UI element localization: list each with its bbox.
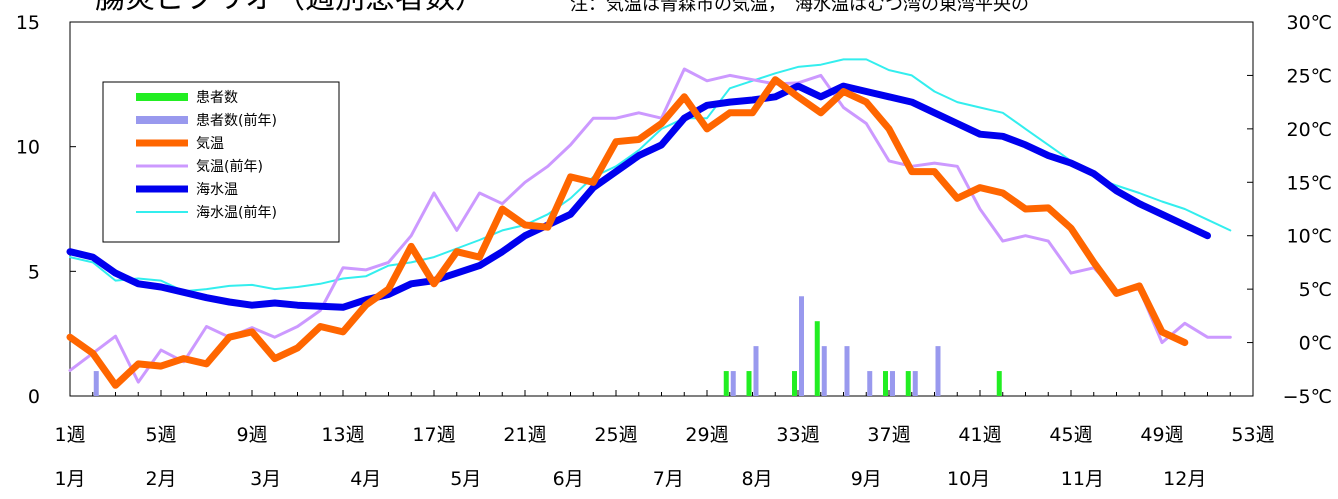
legend-label: 患者数 bbox=[196, 90, 238, 106]
y-right-tick-label: 30℃ bbox=[1286, 12, 1332, 34]
month-label: 6月 bbox=[553, 468, 584, 490]
patients-bar bbox=[746, 371, 752, 396]
x-tick-label: 9週 bbox=[236, 424, 267, 446]
month-label: 4月 bbox=[350, 468, 381, 490]
month-label: 9月 bbox=[851, 468, 882, 490]
legend-box bbox=[102, 81, 340, 243]
x-tick-label: 5週 bbox=[145, 424, 176, 446]
y-left-tick-label: 5 bbox=[28, 261, 40, 283]
x-tick-label: 53週 bbox=[1231, 424, 1274, 446]
month-label: 11月 bbox=[1061, 468, 1104, 490]
x-tick-label: 1週 bbox=[54, 424, 85, 446]
patients-bar bbox=[814, 321, 820, 396]
y-right-tick-label: 15℃ bbox=[1286, 172, 1332, 194]
x-tick-label: 17週 bbox=[412, 424, 455, 446]
month-label: 5月 bbox=[450, 468, 481, 490]
y-right-tick-label: 5℃ bbox=[1299, 279, 1332, 301]
patients-bar bbox=[723, 371, 729, 396]
legend-label: 海水温(前年) bbox=[196, 204, 277, 221]
x-tick-label: 45週 bbox=[1049, 424, 1092, 446]
month-label: 1月 bbox=[54, 468, 85, 490]
bars-layer bbox=[93, 296, 1002, 396]
patients-prev-year-bar bbox=[821, 346, 827, 396]
month-label: 8月 bbox=[742, 468, 773, 490]
x-tick-label: 13週 bbox=[321, 424, 364, 446]
y-right-tick-label: 20℃ bbox=[1286, 119, 1332, 141]
legend-label: 患者数(前年) bbox=[196, 112, 277, 129]
chart-title: 腸炎ビブリオ（週別患者数） bbox=[95, 0, 485, 16]
lines-layer bbox=[66, 58, 1232, 389]
month-label: 2月 bbox=[145, 468, 176, 490]
patients-bar bbox=[996, 371, 1002, 396]
x-tick-label: 37週 bbox=[867, 424, 910, 446]
x-tick-label: 49週 bbox=[1140, 424, 1183, 446]
patients-prev-year-bar bbox=[867, 371, 873, 396]
temperature-prev-year-line bbox=[68, 67, 1232, 384]
month-label: 10月 bbox=[947, 468, 990, 490]
legend-label: 気温 bbox=[196, 136, 224, 152]
chart-note: 注：気温は青森市の気温， 海水温はむつ湾の東湾平央の bbox=[570, 0, 1029, 15]
x-tick-label: 25週 bbox=[594, 424, 637, 446]
patients-prev-year-bar bbox=[935, 346, 941, 396]
patients-prev-year-bar bbox=[730, 371, 736, 396]
patients-bar bbox=[905, 371, 911, 396]
y-left-tick-label: 15 bbox=[16, 12, 40, 34]
patients-bar bbox=[792, 371, 797, 396]
sea-temperature-line bbox=[66, 82, 1211, 311]
y-left-tick-label: 0 bbox=[28, 386, 40, 408]
patients-bar bbox=[883, 371, 888, 396]
patients-prev-year-bar bbox=[753, 346, 759, 396]
patients-prev-year-bar bbox=[912, 371, 918, 396]
patients-prev-year-bar bbox=[93, 371, 99, 396]
month-label: 7月 bbox=[653, 468, 684, 490]
legend-swatch bbox=[136, 116, 188, 124]
x-tick-label: 41週 bbox=[958, 424, 1001, 446]
y-right-tick-label: 0℃ bbox=[1299, 333, 1332, 355]
x-tick-label: 21週 bbox=[503, 424, 546, 446]
legend-label: 海水温 bbox=[196, 182, 238, 198]
axes-layer: 0 5 10 15 −5℃ 0℃ 5℃ 10℃ 15℃ 20℃ 25℃ 30℃ 1週 5週 9週 13週 17週… bbox=[16, 12, 1332, 490]
month-label: 3月 bbox=[250, 468, 281, 490]
y-right-tick-label: 25℃ bbox=[1286, 65, 1332, 87]
y-left-tick-label: 10 bbox=[16, 137, 40, 159]
temperature-line bbox=[66, 76, 1189, 389]
legend-label: 気温(前年) bbox=[196, 158, 263, 175]
sea-temperature-prev-year-line bbox=[69, 58, 1232, 293]
patients-prev-year-bar bbox=[890, 371, 895, 396]
patients-prev-year-bar bbox=[799, 296, 804, 396]
month-label: 12月 bbox=[1163, 468, 1206, 490]
y-right-tick-label: −5℃ bbox=[1283, 386, 1332, 408]
x-tick-label: 33週 bbox=[776, 424, 819, 446]
y-right-tick-label: 10℃ bbox=[1286, 226, 1332, 248]
legend-swatch bbox=[136, 93, 188, 101]
patients-prev-year-bar bbox=[844, 346, 850, 396]
x-tick-label: 29週 bbox=[685, 424, 728, 446]
